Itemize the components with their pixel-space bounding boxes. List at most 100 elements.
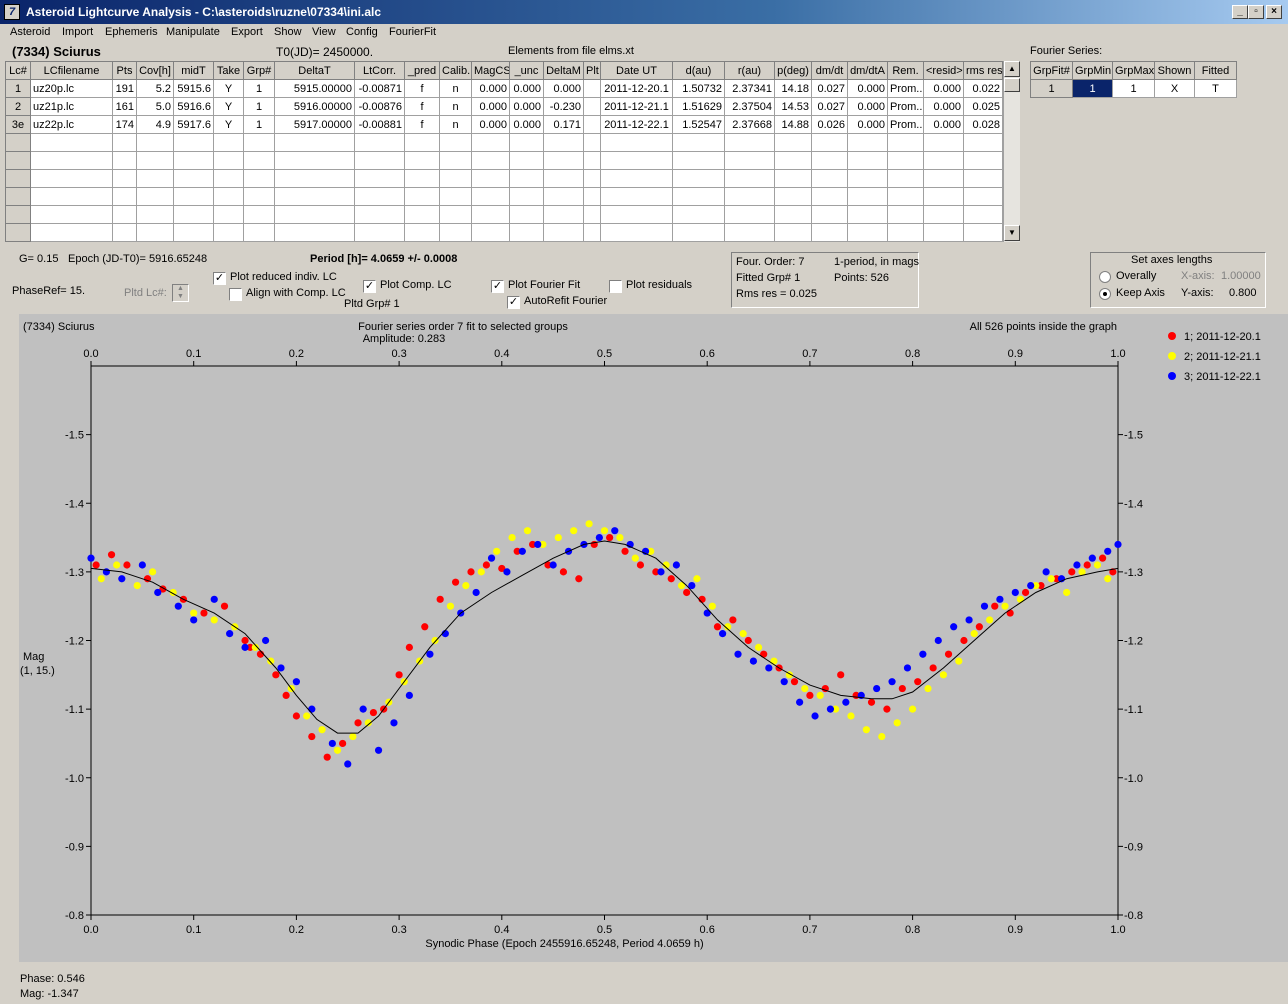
empty-cell[interactable]: [173, 205, 214, 224]
empty-cell[interactable]: [600, 133, 673, 152]
empty-cell[interactable]: [404, 169, 440, 188]
cell-deltat[interactable]: 5915.00000: [274, 79, 355, 98]
column-header-deltat[interactable]: DeltaT: [274, 61, 355, 80]
empty-cell[interactable]: [213, 205, 244, 224]
empty-cell[interactable]: [5, 223, 31, 242]
empty-cell[interactable]: [811, 223, 848, 242]
empty-cell[interactable]: [672, 169, 725, 188]
cell-grp[interactable]: 1: [243, 97, 275, 116]
cell-plt[interactable]: [583, 115, 601, 134]
align-comp-checkbox[interactable]: [229, 288, 242, 301]
empty-cell[interactable]: [173, 223, 214, 242]
empty-cell[interactable]: [5, 205, 31, 224]
cell-deltam[interactable]: 0.171: [543, 115, 584, 134]
cell-r-au[interactable]: 2.37341: [724, 79, 775, 98]
cell-p-deg[interactable]: 14.53: [774, 97, 812, 116]
cell-lcfilename[interactable]: uz22p.lc: [30, 115, 113, 134]
cell-calib[interactable]: n: [439, 79, 472, 98]
empty-cell[interactable]: [243, 151, 275, 170]
column-header-r-au[interactable]: r(au): [724, 61, 775, 80]
empty-cell[interactable]: [509, 205, 544, 224]
overally-radio[interactable]: [1099, 271, 1111, 283]
cell-date-ut[interactable]: 2011-12-21.1: [600, 97, 673, 116]
keep-axis-radio[interactable]: [1099, 288, 1111, 300]
empty-cell[interactable]: [543, 169, 584, 188]
empty-cell[interactable]: [811, 133, 848, 152]
empty-cell[interactable]: [583, 133, 601, 152]
empty-cell[interactable]: [112, 133, 137, 152]
empty-cell[interactable]: [543, 223, 584, 242]
cell-ltcorr[interactable]: -0.00871: [354, 79, 405, 98]
empty-cell[interactable]: [213, 151, 244, 170]
cell-r-au[interactable]: 2.37668: [724, 115, 775, 134]
close-button[interactable]: ×: [1266, 5, 1282, 19]
column-header-date-ut[interactable]: Date UT: [600, 61, 673, 80]
empty-cell[interactable]: [583, 223, 601, 242]
table-row[interactable]: 3e uz22p.lc 174 4.9 5917.6 Y 1 5917.00000 -0.008…: [5, 115, 1003, 134]
menu-manipulate[interactable]: Manipulate: [166, 26, 220, 38]
cell-pts[interactable]: 174: [112, 115, 137, 134]
empty-cell[interactable]: [774, 133, 812, 152]
pltd-lc-spinner[interactable]: ▲ ▼: [172, 284, 189, 302]
empty-cell[interactable]: [583, 169, 601, 188]
cell-rms-res[interactable]: 0.028: [963, 115, 1003, 134]
empty-cell[interactable]: [774, 187, 812, 206]
empty-cell[interactable]: [923, 151, 964, 170]
lightcurve-plot[interactable]: 0.0 0.0 0.1 0.1 0.2 0.2 0.3 0.3 0.4 0.4 0.5 0.5 0.6 0…: [19, 314, 1288, 962]
autorefit-checkbox[interactable]: ✓: [507, 296, 520, 309]
empty-cell[interactable]: [173, 133, 214, 152]
empty-cell[interactable]: [30, 151, 113, 170]
column-header-pred[interactable]: _pred: [404, 61, 440, 80]
column-header-rem[interactable]: Rem.: [887, 61, 924, 80]
empty-row[interactable]: [5, 169, 1003, 188]
empty-cell[interactable]: [354, 151, 405, 170]
cell-d-au[interactable]: 1.52547: [672, 115, 725, 134]
empty-row[interactable]: [5, 205, 1003, 224]
menu-config[interactable]: Config: [346, 26, 378, 38]
empty-cell[interactable]: [672, 151, 725, 170]
empty-cell[interactable]: [724, 205, 775, 224]
column-header-resid[interactable]: <resid>: [923, 61, 964, 80]
column-header-d-au[interactable]: d(au): [672, 61, 725, 80]
empty-cell[interactable]: [509, 151, 544, 170]
empty-cell[interactable]: [963, 169, 1003, 188]
cell-dm-dta[interactable]: 0.000: [847, 115, 888, 134]
cell-midt[interactable]: 5917.6: [173, 115, 214, 134]
empty-cell[interactable]: [274, 223, 355, 242]
table-row[interactable]: 2 uz21p.lc 161 5.0 5916.6 Y 1 5916.00000 -0.0087…: [5, 97, 1003, 116]
empty-cell[interactable]: [274, 205, 355, 224]
cell-ltcorr[interactable]: -0.00876: [354, 97, 405, 116]
fourier-cell-fitted[interactable]: T: [1194, 79, 1237, 98]
cell-pred[interactable]: f: [404, 97, 440, 116]
column-header-pts[interactable]: Pts: [112, 61, 137, 80]
column-header-unc[interactable]: _unc: [509, 61, 544, 80]
empty-cell[interactable]: [923, 133, 964, 152]
empty-cell[interactable]: [30, 205, 113, 224]
empty-cell[interactable]: [243, 205, 275, 224]
empty-cell[interactable]: [847, 151, 888, 170]
empty-cell[interactable]: [404, 187, 440, 206]
empty-cell[interactable]: [923, 169, 964, 188]
minimize-button[interactable]: _: [1232, 5, 1248, 19]
empty-cell[interactable]: [213, 133, 244, 152]
plot-comp-checkbox[interactable]: ✓: [363, 280, 376, 293]
empty-cell[interactable]: [5, 169, 31, 188]
fourier-cell-grpmin[interactable]: 1: [1072, 79, 1113, 98]
empty-cell[interactable]: [471, 223, 510, 242]
cell-p-deg[interactable]: 14.88: [774, 115, 812, 134]
empty-cell[interactable]: [600, 169, 673, 188]
cell-calib[interactable]: n: [439, 115, 472, 134]
empty-cell[interactable]: [963, 205, 1003, 224]
empty-cell[interactable]: [5, 133, 31, 152]
cell-magcs[interactable]: 0.000: [471, 79, 510, 98]
empty-cell[interactable]: [724, 151, 775, 170]
empty-cell[interactable]: [404, 133, 440, 152]
column-header-cov-h[interactable]: Cov[h]: [136, 61, 174, 80]
empty-cell[interactable]: [243, 169, 275, 188]
column-header-take[interactable]: Take: [213, 61, 244, 80]
empty-cell[interactable]: [471, 187, 510, 206]
empty-cell[interactable]: [354, 223, 405, 242]
cell-resid[interactable]: 0.000: [923, 79, 964, 98]
cell-plt[interactable]: [583, 79, 601, 98]
empty-cell[interactable]: [30, 133, 113, 152]
